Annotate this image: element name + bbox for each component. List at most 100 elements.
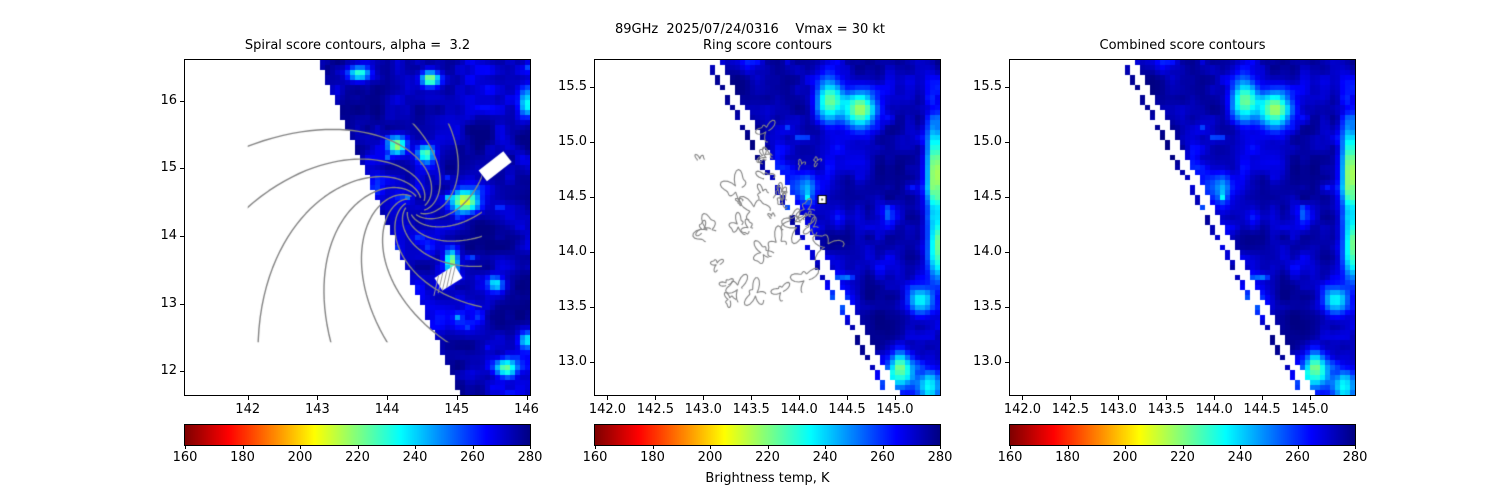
panel-title-spiral: Spiral score contours, alpha = 3.2: [244, 38, 471, 53]
x-tick-mark: [894, 396, 896, 400]
x-tick-label: 142: [235, 402, 261, 417]
colorbar-tick-label: 220: [1170, 450, 1195, 465]
colorbar-tick-label: 180: [1055, 450, 1080, 465]
y-tick-label: 15.0: [558, 134, 587, 150]
x-tick-label: 142.5: [636, 402, 674, 417]
x-tick-mark: [247, 396, 249, 400]
x-tick-mark: [751, 396, 753, 400]
x-tick-mark: [387, 396, 389, 400]
y-tick-mark: [180, 100, 184, 102]
x-tick-label: 142.5: [1051, 402, 1089, 417]
x-tick-label: 143: [305, 402, 330, 417]
y-tick-mark: [180, 168, 184, 170]
colorbar-tick-mark: [530, 446, 531, 449]
x-tick-mark: [1070, 396, 1072, 400]
colorbar-tick-label: 160: [582, 450, 608, 465]
x-tick-mark: [1309, 396, 1311, 400]
x-tick-mark: [526, 396, 528, 400]
y-tick-mark: [1005, 362, 1009, 364]
colorbar-tick-mark: [1355, 446, 1356, 449]
colorbar-tick-mark: [1125, 446, 1126, 449]
colorbar-tick-mark: [825, 446, 826, 449]
x-tick-mark: [317, 396, 319, 400]
y-tick-label: 12: [160, 363, 177, 379]
y-tick-label: 13.5: [973, 299, 1002, 315]
y-tick-mark: [590, 87, 594, 89]
colorbar-tick-label: 160: [997, 450, 1023, 465]
y-tick-label: 14.5: [558, 189, 587, 205]
colorbar-tick-label: 260: [870, 450, 895, 465]
colorbar-tick-mark: [1067, 446, 1069, 449]
colorbar-tick-mark: [1010, 446, 1011, 449]
y-tick-mark: [590, 362, 594, 364]
y-tick-label: 14.0: [558, 244, 587, 260]
colorbar-tick-mark: [882, 446, 884, 449]
axes-frame-combined: [1009, 59, 1356, 396]
y-tick-label: 13: [160, 295, 177, 311]
y-tick-mark: [590, 142, 594, 144]
colorbar-tick-mark: [652, 446, 654, 449]
colorbar-tick-label: 280: [927, 450, 953, 465]
figure-suptitle: 89GHz 2025/07/24/0316 Vmax = 30 kt: [614, 22, 886, 37]
y-tick-mark: [590, 252, 594, 254]
x-tick-label: 145.0: [1291, 402, 1329, 417]
panel-title-combined: Combined score contours: [1099, 38, 1266, 53]
x-tick-label: 143.5: [1147, 402, 1185, 417]
colorbar-tick-label: 280: [1342, 450, 1368, 465]
y-tick-mark: [180, 371, 184, 373]
panel-title-ring: Ring score contours: [702, 38, 833, 53]
x-tick-label: 144.0: [1195, 402, 1233, 417]
colorbar-tick-mark: [595, 446, 596, 449]
x-tick-mark: [1262, 396, 1264, 400]
x-tick-mark: [799, 396, 801, 400]
y-tick-mark: [180, 235, 184, 237]
colorbar-tick-mark: [242, 446, 244, 449]
colorbar-tick-mark: [185, 446, 186, 449]
colorbar-tick-label: 200: [697, 450, 723, 465]
heatmap-canvas-ring: [595, 60, 940, 395]
x-tick-label: 143.0: [684, 402, 722, 417]
x-tick-label: 144.5: [1243, 402, 1281, 417]
x-tick-mark: [655, 396, 657, 400]
colorbar-tick-label: 180: [230, 450, 255, 465]
colorbar-tick-label: 200: [1112, 450, 1138, 465]
colorbar-tick-mark: [710, 446, 711, 449]
y-tick-label: 13.0: [558, 354, 587, 370]
colorbar-tick-label: 180: [640, 450, 665, 465]
y-tick-mark: [590, 197, 594, 199]
colorbar-tick-mark: [415, 446, 416, 449]
colorbar-tick-mark: [357, 446, 359, 449]
colorbar-tick-label: 220: [755, 450, 780, 465]
x-tick-label: 145: [444, 402, 470, 417]
y-tick-mark: [1005, 142, 1009, 144]
y-tick-label: 15.5: [973, 79, 1002, 95]
colorbar-tick-label: 160: [172, 450, 198, 465]
colorbar-tick-label: 240: [1227, 450, 1253, 465]
x-tick-mark: [1118, 396, 1120, 400]
axes-frame-spiral: [184, 59, 531, 396]
colorbar-tick-label: 260: [460, 450, 485, 465]
axes-frame-ring: [594, 59, 941, 396]
y-tick-label: 14: [160, 227, 177, 243]
y-tick-label: 14.5: [973, 189, 1002, 205]
x-tick-mark: [703, 396, 705, 400]
x-tick-label: 146: [514, 402, 539, 417]
colorbar-tick-mark: [472, 446, 474, 449]
x-tick-mark: [1214, 396, 1216, 400]
colorbar-frame-1: [184, 424, 531, 446]
colorbar-tick-mark: [1297, 446, 1299, 449]
y-tick-label: 15.0: [973, 134, 1002, 150]
x-tick-label: 143.5: [732, 402, 770, 417]
colorbar-axis-label: Brightness temp, K: [705, 471, 830, 486]
y-tick-label: 13.5: [558, 299, 587, 315]
x-tick-label: 142.0: [1003, 402, 1042, 417]
y-tick-mark: [1005, 307, 1009, 309]
y-tick-mark: [1005, 87, 1009, 89]
colorbar-tick-label: 200: [287, 450, 313, 465]
colorbar-tick-mark: [767, 446, 769, 449]
y-tick-mark: [1005, 252, 1009, 254]
colorbar-tick-mark: [1240, 446, 1241, 449]
y-tick-label: 13.0: [973, 354, 1002, 370]
y-tick-mark: [180, 303, 184, 305]
